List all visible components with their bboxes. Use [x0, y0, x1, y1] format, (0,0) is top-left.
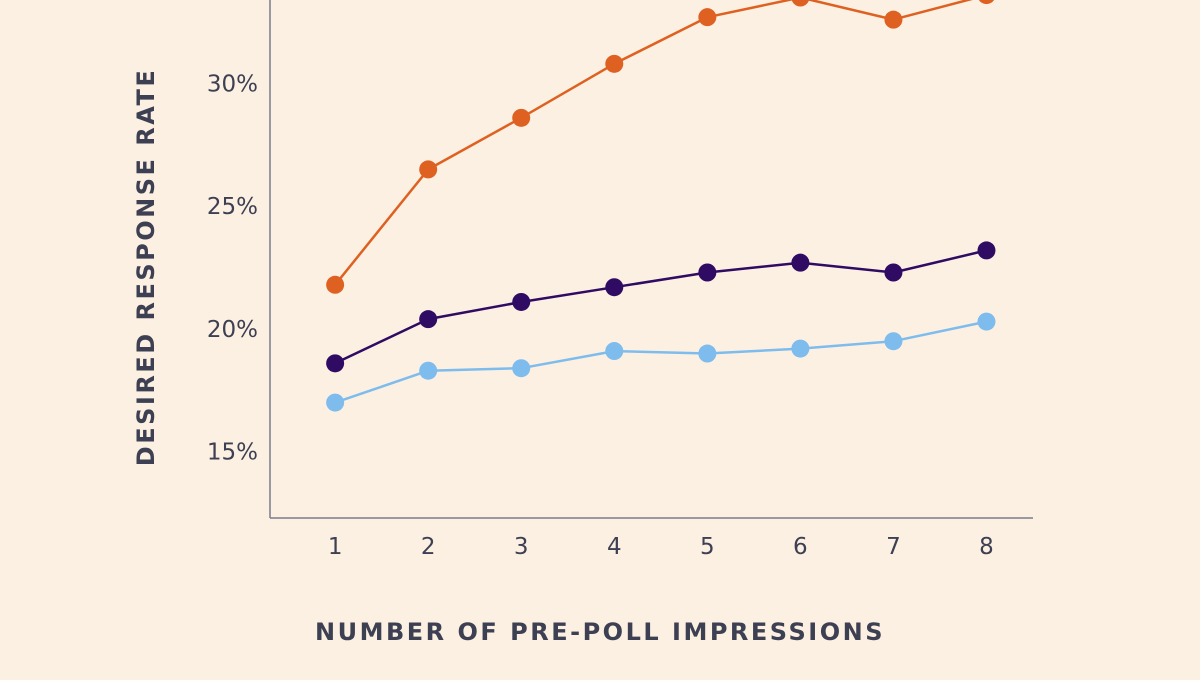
- series-layer: [326, 0, 996, 412]
- x-tick-label: 3: [514, 534, 529, 560]
- series-2-point: [605, 278, 624, 297]
- series-2-line: [334, 249, 987, 365]
- y-axis-title: DESIRED RESPONSE RATE: [132, 68, 160, 466]
- series-2-point: [512, 292, 531, 311]
- series-3-point: [326, 393, 345, 412]
- series-1-point: [605, 54, 624, 73]
- series-3-point: [698, 344, 717, 363]
- x-tick-label: 6: [793, 534, 808, 560]
- x-axis-title: NUMBER OF PRE-POLL IMPRESSIONS: [315, 618, 885, 646]
- series-2-point: [698, 263, 717, 282]
- x-tick-label: 2: [421, 534, 436, 560]
- series-3-point: [884, 332, 903, 351]
- y-tick-label: 20%: [207, 317, 258, 343]
- series-3-point: [605, 342, 624, 361]
- series-1: [326, 0, 995, 294]
- series-2-point: [977, 241, 996, 260]
- axes: [269, 0, 1033, 519]
- x-tick-label: 1: [328, 534, 343, 560]
- x-tick-label: 5: [700, 534, 715, 560]
- series-1-point: [884, 10, 903, 29]
- series-1-point: [698, 8, 717, 27]
- series-3-point: [419, 361, 438, 380]
- y-tick-label: 15%: [207, 440, 258, 466]
- series-3-point: [512, 359, 531, 378]
- series-1-point: [512, 108, 531, 127]
- series-1-point: [419, 160, 438, 179]
- x-tick-labels: 1 2 3 4 5 6 7 8: [328, 534, 994, 560]
- y-tick-label: 30%: [207, 71, 258, 97]
- series-1-point: [978, 0, 995, 5]
- x-tick-label: 7: [886, 534, 901, 560]
- series-3-line: [334, 320, 987, 404]
- y-tick-label: 25%: [207, 194, 258, 220]
- series-3: [326, 312, 996, 412]
- series-2-point: [326, 354, 345, 373]
- series-2-point: [791, 253, 810, 272]
- series-2-point: [419, 310, 438, 329]
- series-1-point: [791, 0, 810, 7]
- series-2: [326, 241, 996, 373]
- series-1-line: [334, 0, 973, 286]
- x-tick-label: 8: [979, 534, 994, 560]
- series-3-point: [977, 312, 996, 331]
- series-3-point: [791, 339, 810, 358]
- series-2-point: [884, 263, 903, 282]
- y-tick-labels: 15% 20% 25% 30%: [207, 71, 258, 465]
- x-tick-label: 4: [607, 534, 622, 560]
- series-1-point: [326, 275, 345, 294]
